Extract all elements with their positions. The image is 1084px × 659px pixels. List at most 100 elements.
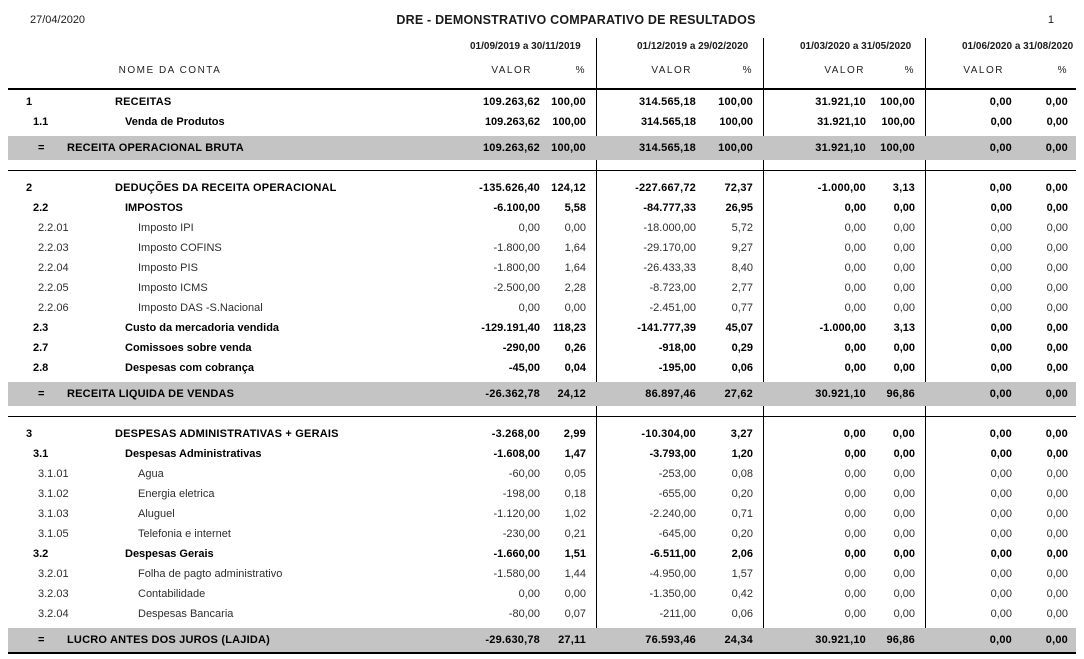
value-period-4: 0,00 bbox=[990, 262, 1012, 274]
value-period-1: -1.660,00 bbox=[493, 548, 540, 560]
table-row: 3.1.02 Energia eletrica -198,00 0,18 -65… bbox=[0, 484, 1084, 504]
account-name: Imposto IPI bbox=[138, 222, 194, 234]
section-divider bbox=[8, 416, 1076, 417]
percent-period-3: 3,13 bbox=[893, 322, 915, 334]
value-period-3: 0,00 bbox=[844, 242, 866, 254]
value-period-3: 0,00 bbox=[844, 568, 866, 580]
account-name: Contabilidade bbox=[138, 588, 206, 600]
column-divider-line-2 bbox=[763, 38, 764, 654]
value-period-4: 0,00 bbox=[990, 488, 1012, 500]
value-period-3: 0,00 bbox=[844, 528, 866, 540]
value-period-1: -1.580,00 bbox=[493, 568, 540, 580]
percent-period-2: 0,42 bbox=[731, 588, 753, 600]
percent-period-3: 0,00 bbox=[893, 342, 915, 354]
value-period-4: 0,00 bbox=[989, 428, 1012, 440]
value-period-3: 0,00 bbox=[844, 588, 866, 600]
percent-period-4: 0,00 bbox=[1046, 528, 1068, 540]
period-header-1: 01/09/2019 a 30/11/2019 bbox=[470, 41, 581, 52]
value-period-4: 0,00 bbox=[989, 96, 1012, 108]
table-row: 3.2.03 Contabilidade 0,00 0,00 -1.350,00… bbox=[0, 584, 1084, 604]
table-row: 2.3 Custo da mercadoria vendida -129.191… bbox=[0, 318, 1084, 338]
total-row: = RECEITA OPERACIONAL BRUTA 109.263,62 1… bbox=[8, 136, 1076, 160]
value-period-3: 0,00 bbox=[844, 342, 866, 354]
table-row: 2.2.06 Imposto DAS -S.Nacional 0,00 0,00… bbox=[0, 298, 1084, 318]
table-row: 3.1.01 Agua -60,00 0,05 -253,00 0,08 0,0… bbox=[0, 464, 1084, 484]
account-name: Energia eletrica bbox=[138, 488, 215, 500]
account-name: RECEITAS bbox=[115, 96, 172, 108]
account-code: 3.2.01 bbox=[38, 568, 69, 580]
account-code: 2.2.01 bbox=[38, 222, 69, 234]
percent-period-4: 0,00 bbox=[1046, 488, 1068, 500]
value-period-1: -80,00 bbox=[508, 608, 540, 620]
total-row: = RECEITA LIQUIDA DE VENDAS -26.362,78 2… bbox=[8, 382, 1076, 406]
period-header-3: 01/03/2020 a 31/05/2020 bbox=[800, 41, 912, 52]
value-period-2: -645,00 bbox=[658, 528, 696, 540]
value-period-2: -18.000,00 bbox=[643, 222, 696, 234]
total-value-period-4: 0,00 bbox=[989, 634, 1012, 646]
percent-period-2: 8,40 bbox=[731, 262, 753, 274]
percent-period-1: 1,02 bbox=[564, 508, 586, 520]
value-period-2: 314.565,18 bbox=[640, 116, 696, 128]
account-name: Folha de pagto administrativo bbox=[138, 568, 283, 580]
value-period-3: -1.000,00 bbox=[817, 182, 866, 194]
account-code: 1.1 bbox=[33, 116, 49, 128]
table-row: 2.8 Despesas com cobrança -45,00 0,04 -1… bbox=[0, 358, 1084, 378]
value-period-2: -6.511,00 bbox=[650, 548, 696, 560]
percent-period-2: 0,71 bbox=[731, 508, 753, 520]
total-name: RECEITA LIQUIDA DE VENDAS bbox=[67, 388, 235, 400]
value-period-2: -195,00 bbox=[658, 362, 696, 374]
total-value-period-1: 109.263,62 bbox=[482, 142, 540, 154]
percent-period-1: 100,00 bbox=[552, 116, 586, 128]
percent-period-4: 0,00 bbox=[1046, 222, 1068, 234]
account-code: 3.2 bbox=[33, 548, 49, 560]
value-period-3: 0,00 bbox=[843, 428, 866, 440]
value-period-1: -290,00 bbox=[502, 342, 540, 354]
account-code: 2.2 bbox=[33, 202, 49, 214]
value-period-3: 0,00 bbox=[844, 608, 866, 620]
percent-period-1: 100,00 bbox=[551, 96, 586, 108]
percent-period-1: 0,00 bbox=[564, 222, 586, 234]
total-value-period-2: 76.593,46 bbox=[645, 634, 696, 646]
percent-period-2: 72,37 bbox=[724, 182, 753, 194]
total-percent-period-4: 0,00 bbox=[1045, 388, 1068, 400]
value-period-3: 0,00 bbox=[844, 202, 866, 214]
percent-period-3: 0,00 bbox=[893, 588, 915, 600]
account-code: 3.1.05 bbox=[38, 528, 69, 540]
value-period-4: 0,00 bbox=[990, 608, 1012, 620]
column-divider-line-1 bbox=[596, 38, 597, 654]
percent-period-3: 100,00 bbox=[881, 116, 915, 128]
value-period-3: 0,00 bbox=[844, 468, 866, 480]
percent-period-4: 0,00 bbox=[1046, 468, 1068, 480]
account-name: Imposto COFINS bbox=[138, 242, 222, 254]
percent-period-2: 0,06 bbox=[731, 362, 753, 374]
value-period-1: -6.100,00 bbox=[493, 202, 540, 214]
percent-period-2: 0,20 bbox=[731, 528, 753, 540]
percent-period-3: 0,00 bbox=[893, 608, 915, 620]
value-period-4: 0,00 bbox=[990, 342, 1012, 354]
percent-period-1: 0,00 bbox=[564, 588, 586, 600]
account-code: 2.8 bbox=[33, 362, 49, 374]
percent-period-2: 0,77 bbox=[731, 302, 753, 314]
column-header-account-name: NOME DA CONTA bbox=[118, 64, 222, 76]
account-name: Despesas Bancaria bbox=[138, 608, 234, 620]
table-row: 2 DEDUÇÕES DA RECEITA OPERACIONAL -135.6… bbox=[0, 178, 1084, 198]
value-period-4: 0,00 bbox=[990, 222, 1012, 234]
percent-period-3: 0,00 bbox=[893, 282, 915, 294]
percent-period-1: 0,07 bbox=[564, 608, 586, 620]
account-code: 3.2.04 bbox=[38, 608, 69, 620]
percent-period-4: 0,00 bbox=[1046, 588, 1068, 600]
account-name: Imposto ICMS bbox=[138, 282, 208, 294]
value-period-2: -8.723,00 bbox=[649, 282, 696, 294]
account-name: Despesas Administrativas bbox=[125, 448, 262, 460]
column-header-percent-2: % bbox=[742, 64, 753, 76]
table-row: 2.2.04 Imposto PIS -1.800,00 1,64 -26.43… bbox=[0, 258, 1084, 278]
percent-period-3: 100,00 bbox=[880, 96, 915, 108]
account-code: 3.2.03 bbox=[38, 588, 69, 600]
value-period-2: -141.777,39 bbox=[637, 322, 696, 334]
percent-period-3: 0,00 bbox=[893, 468, 915, 480]
report-date: 27/04/2020 bbox=[30, 14, 86, 26]
percent-period-1: 2,28 bbox=[564, 282, 586, 294]
value-period-4: 0,00 bbox=[990, 282, 1012, 294]
percent-period-2: 5,72 bbox=[731, 222, 753, 234]
value-period-1: 0,00 bbox=[518, 588, 540, 600]
